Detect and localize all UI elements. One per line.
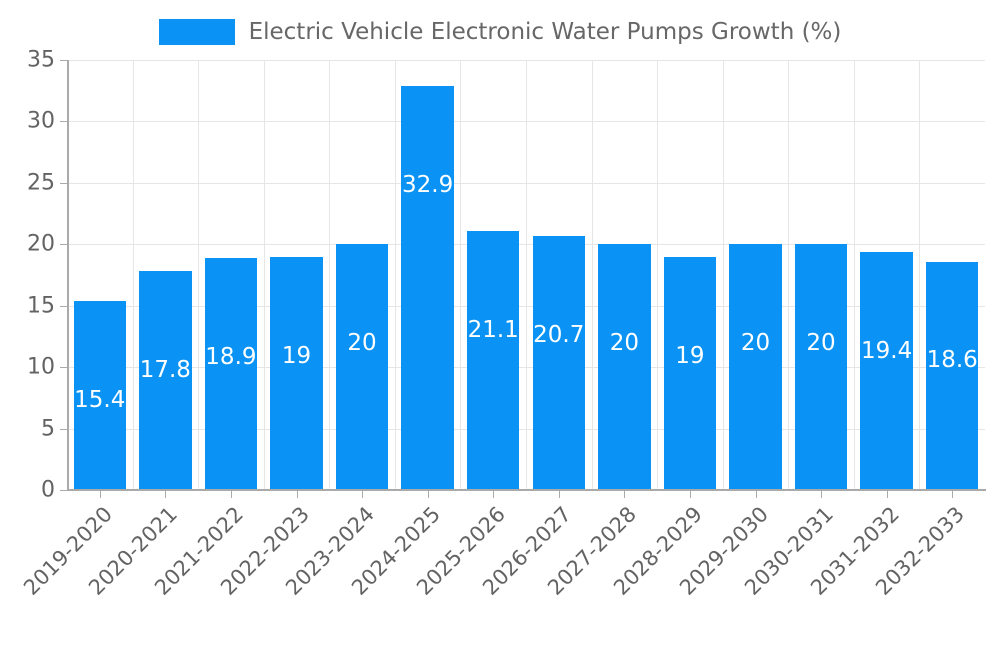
x-axis-tick-mark [821, 491, 822, 498]
bar[interactable] [204, 257, 258, 490]
y-axis-line [67, 60, 69, 490]
bar[interactable] [729, 244, 782, 490]
gridline-vertical [723, 60, 724, 490]
bar[interactable] [139, 271, 192, 490]
bar[interactable] [532, 235, 585, 490]
bar[interactable] [73, 300, 126, 490]
gridline-vertical [264, 60, 265, 490]
bar[interactable] [598, 244, 651, 490]
bar[interactable] [794, 244, 848, 490]
gridline-vertical [329, 60, 330, 490]
y-axis-tick-label: 15 [27, 293, 55, 319]
bars-container: 15.4 17.8 18.9 19 20 32.9 21.1 20.7 20 19 20 20 19.4… [67, 60, 985, 490]
bar[interactable] [663, 256, 717, 490]
bar[interactable] [466, 230, 520, 490]
y-axis-tick-mark [60, 182, 67, 184]
y-axis-tick-label: 35 [27, 47, 55, 73]
y-axis-tick-label: 20 [27, 231, 55, 257]
legend-color-swatch [158, 19, 235, 45]
x-axis-tick-mark [362, 491, 363, 498]
y-axis-tick-mark [60, 367, 67, 369]
vertical-gridlines [67, 60, 985, 490]
gridline-vertical [592, 60, 593, 490]
x-axis-tick-mark [100, 491, 101, 498]
y-axis-tick-mark [60, 490, 67, 491]
gridline-vertical [526, 60, 527, 490]
x-axis-tick-mark [231, 491, 232, 498]
y-axis-tick-mark [60, 428, 67, 430]
x-axis-tick-mark [690, 491, 691, 498]
gridline-vertical [788, 60, 789, 490]
bar[interactable] [401, 85, 454, 490]
x-axis-tick-mark [493, 491, 494, 498]
x-axis-tick-mark [952, 491, 953, 498]
gridline-vertical [133, 60, 134, 490]
y-axis-tick-label: 25 [27, 170, 55, 196]
x-axis-tick-mark [624, 491, 625, 498]
bar[interactable] [270, 256, 323, 490]
y-axis-tick-label: 0 [41, 477, 55, 503]
bar[interactable] [925, 261, 979, 490]
x-axis-line [67, 489, 986, 491]
legend-label: Electric Vehicle Electronic Water Pumps … [248, 19, 842, 45]
y-axis-tick-mark [60, 60, 67, 61]
y-axis-tick-mark [60, 244, 67, 246]
gridline-vertical [198, 60, 199, 490]
x-axis-tick-mark [756, 491, 757, 498]
chart-legend: Electric Vehicle Electronic Water Pumps … [0, 12, 1000, 52]
gridline-vertical [460, 60, 461, 490]
bar[interactable] [335, 244, 389, 490]
x-axis-tick-mark [559, 491, 560, 498]
x-axis-tick-mark [428, 491, 429, 498]
y-axis-tick-label: 10 [27, 354, 55, 380]
y-axis-tick-label: 5 [41, 416, 55, 442]
x-axis-tick-mark [297, 491, 298, 498]
gridline-vertical [395, 60, 396, 490]
y-axis-tick-label: 30 [27, 108, 55, 134]
x-axis-tick-mark [165, 491, 166, 498]
gridline-vertical [919, 60, 920, 490]
x-axis-tick-mark [887, 491, 888, 498]
gridline-vertical [854, 60, 855, 490]
y-axis-tick-mark [60, 121, 67, 123]
bar[interactable] [860, 251, 913, 490]
gridline-vertical [657, 60, 658, 490]
y-axis-tick-mark [60, 305, 67, 307]
bar-chart: Electric Vehicle Electronic Water Pumps … [0, 12, 1000, 600]
